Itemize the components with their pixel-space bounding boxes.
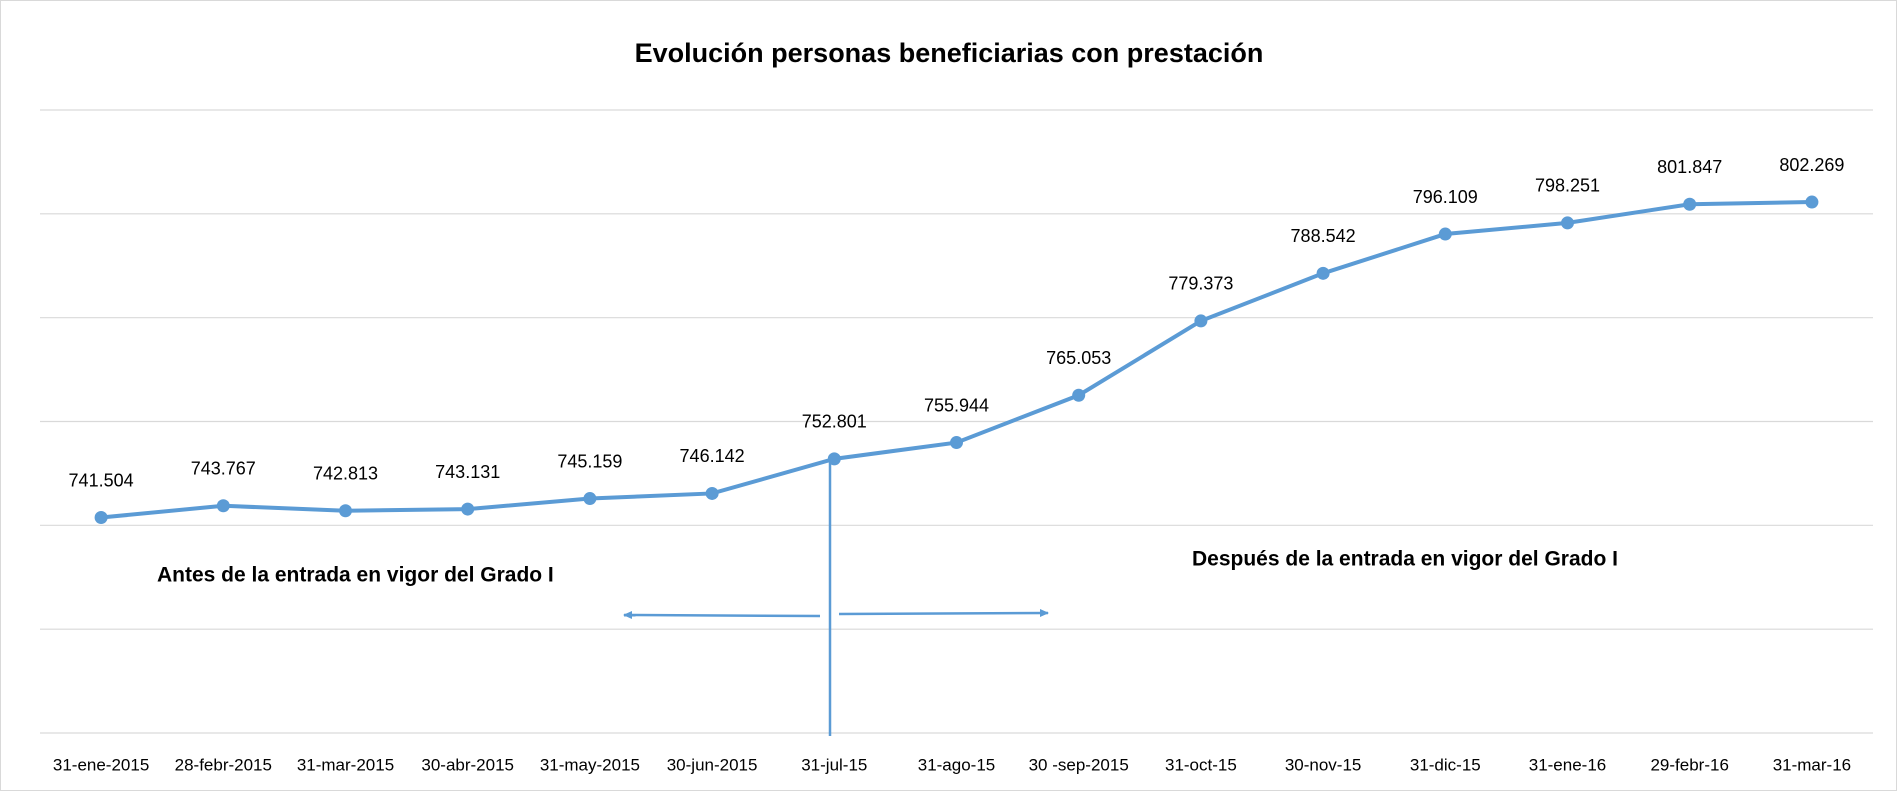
x-tick-label: 31-ago-15	[918, 755, 996, 774]
annotation: Después de la entrada en vigor del Grado…	[1192, 548, 1618, 571]
data-point	[1316, 266, 1330, 280]
data-point	[950, 436, 963, 450]
data-label: 779.373	[1168, 274, 1233, 294]
x-tick-label: 31-mar-2015	[297, 755, 394, 774]
data-label: 743.131	[435, 462, 500, 482]
data-point	[1805, 195, 1819, 209]
data-label: 742.813	[313, 463, 378, 483]
data-point	[1072, 388, 1086, 402]
data-point	[1683, 197, 1697, 211]
data-point	[1438, 227, 1452, 241]
data-point	[1194, 314, 1208, 328]
x-tick-label: 31-ene-2015	[53, 755, 149, 774]
x-tick-label: 30-abr-2015	[421, 755, 514, 774]
data-label: 765.053	[1046, 348, 1111, 368]
x-tick-label: 30-jun-2015	[667, 755, 758, 774]
data-point	[216, 499, 230, 513]
data-label: 743.767	[191, 459, 256, 479]
x-tick-label: 29-febr-16	[1650, 755, 1728, 774]
x-tick-label: 31-ene-16	[1529, 755, 1607, 774]
x-tick-label: 31-mar-16	[1773, 755, 1851, 774]
x-tick-label: 31-jul-15	[801, 755, 867, 774]
data-label: 788.542	[1291, 226, 1356, 246]
data-point	[705, 486, 719, 500]
arrow-right	[838, 609, 1049, 618]
data-point	[1561, 216, 1574, 230]
data-point	[94, 511, 108, 525]
x-tick-label: 31-oct-15	[1165, 755, 1237, 774]
x-tick-label: 30 -sep-2015	[1029, 755, 1129, 774]
x-tick-label: 31-may-2015	[540, 755, 640, 774]
data-label: 796.109	[1413, 187, 1478, 207]
data-point	[827, 452, 841, 466]
x-tick-label: 31-dic-15	[1410, 755, 1481, 774]
data-label: 798.251	[1535, 176, 1600, 196]
data-point	[461, 502, 475, 516]
data-label: 802.269	[1779, 155, 1844, 175]
data-label: 755.944	[924, 395, 989, 415]
data-point	[583, 492, 597, 506]
data-point	[339, 504, 352, 518]
data-label: 745.159	[557, 451, 622, 471]
annotation: Antes de la entrada en vigor del Grado I	[157, 564, 554, 587]
x-tick-label: 28-febr-2015	[175, 755, 272, 774]
data-label: 746.142	[680, 446, 745, 466]
data-label: 801.847	[1657, 157, 1722, 177]
data-label: 741.504	[69, 470, 134, 490]
x-tick-label: 30-nov-15	[1285, 755, 1362, 774]
chart-title: Evolución personas beneficiarias con pre…	[635, 38, 1264, 68]
data-label: 752.801	[802, 412, 867, 432]
arrow-left	[623, 611, 821, 620]
